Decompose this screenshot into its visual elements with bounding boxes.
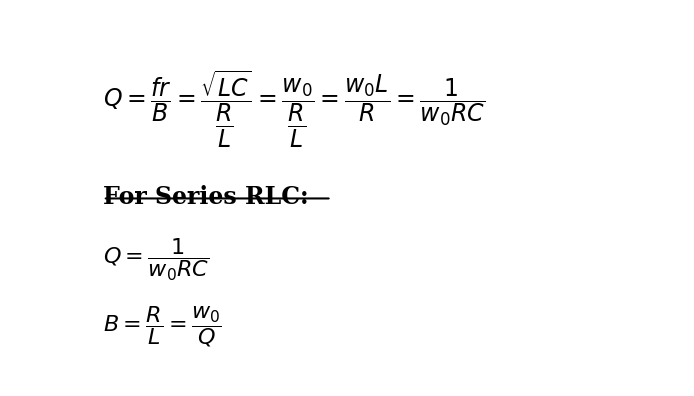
Text: $Q  = \dfrac{1}{w_0 RC}$: $Q = \dfrac{1}{w_0 RC}$ <box>103 236 210 283</box>
Text: $B = \dfrac{R}{L} =\dfrac{w_0}{Q}$: $B = \dfrac{R}{L} =\dfrac{w_0}{Q}$ <box>103 304 221 348</box>
Text: $Q =\dfrac{fr}{B} = \dfrac{\sqrt{LC}}{\dfrac{R}{L}} =  \dfrac{w_0}{\dfrac{R}{L}}: $Q =\dfrac{fr}{B} = \dfrac{\sqrt{LC}}{\d… <box>103 69 485 150</box>
Text: For Series RLC:: For Series RLC: <box>103 185 309 209</box>
